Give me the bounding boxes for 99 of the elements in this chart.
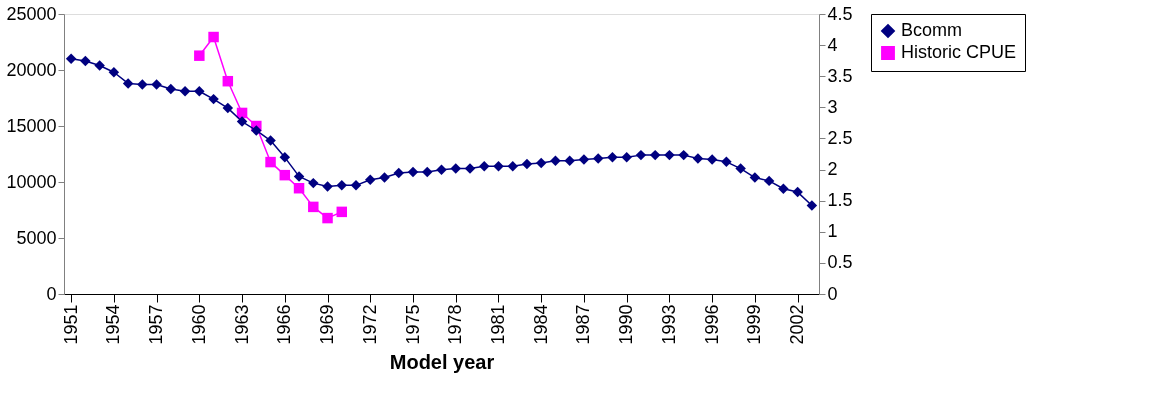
point (308, 177, 319, 189)
point (222, 102, 234, 114)
point (208, 31, 219, 43)
point (137, 79, 148, 90)
legend-label: Bcomm (901, 20, 963, 40)
y2-tick-label: 3 (827, 96, 838, 117)
point (692, 153, 704, 164)
point (80, 55, 91, 67)
legend-label: Historic CPUE (901, 42, 1017, 62)
x-tick-label: 1975 (402, 304, 423, 345)
x-tick-label: 1972 (359, 304, 380, 345)
point (478, 161, 490, 172)
point (279, 152, 291, 163)
point (336, 180, 348, 191)
x-tick-label: 2002 (787, 304, 808, 345)
point (635, 149, 647, 161)
point (194, 50, 205, 61)
point (122, 78, 134, 89)
point (365, 174, 376, 185)
y-tick-label: 10000 (6, 171, 57, 192)
point (721, 156, 732, 168)
y2-tick-label: 0 (827, 283, 838, 304)
point (94, 60, 105, 71)
point (393, 167, 405, 179)
y2-tick-label: 1.5 (827, 190, 853, 211)
point (507, 161, 518, 172)
point (649, 149, 661, 161)
point (265, 156, 276, 168)
point (208, 93, 219, 105)
x-tick-label: 1963 (231, 304, 252, 345)
point (550, 155, 561, 166)
x-tick-label: 1990 (616, 304, 637, 345)
point (706, 154, 718, 165)
x-tick-label: 1960 (188, 304, 209, 345)
point (464, 163, 476, 174)
point (151, 79, 162, 90)
x-tick-label: 1978 (445, 304, 466, 345)
point (336, 206, 348, 218)
point (65, 53, 77, 65)
x-tick-label: 1981 (487, 304, 508, 345)
point (564, 155, 575, 166)
point (763, 175, 775, 187)
point (578, 154, 590, 165)
point (194, 86, 205, 97)
point (251, 125, 262, 136)
x-tick-label: 1966 (274, 304, 295, 345)
point (222, 75, 234, 87)
point (535, 157, 547, 169)
point (293, 182, 305, 194)
x-tick-label: 1987 (573, 304, 594, 345)
point (493, 161, 504, 172)
y-tick-label: 20000 (6, 59, 57, 80)
point (265, 135, 276, 146)
y2-tick-label: 4.5 (827, 3, 853, 24)
point (179, 86, 191, 97)
point (108, 67, 120, 78)
point (664, 149, 675, 161)
point (407, 166, 419, 178)
x-tick-label: 1993 (658, 304, 679, 345)
point (322, 212, 333, 224)
y2-tick-label: 4 (827, 34, 838, 55)
point (621, 152, 632, 163)
point (749, 172, 761, 183)
x-axis-title: Model year (389, 350, 495, 373)
y-tick-label: 5000 (16, 227, 57, 248)
y2-tick-label: 2.5 (827, 127, 853, 148)
point (607, 152, 618, 163)
point (236, 116, 248, 127)
point (379, 172, 390, 183)
point (792, 186, 803, 198)
y-tick-label: 0 (46, 283, 57, 304)
x-tick-label: 1996 (701, 304, 722, 345)
y2-tick-label: 2 (827, 159, 838, 180)
x-tick-label: 1999 (744, 304, 765, 345)
y2-tick-label: 3.5 (827, 65, 853, 86)
y2-tick-label: 0.5 (827, 252, 853, 273)
point (293, 171, 305, 182)
point (279, 169, 291, 181)
point (778, 183, 789, 194)
point (308, 201, 319, 213)
y-tick-label: 15000 (6, 115, 57, 136)
y-tick-label: 25000 (6, 3, 57, 24)
x-tick-label: 1984 (530, 304, 551, 345)
point (422, 166, 433, 178)
point (450, 163, 461, 174)
point (592, 153, 604, 164)
point (350, 180, 362, 191)
point (436, 164, 447, 175)
x-tick-label: 1954 (103, 304, 124, 345)
point (678, 149, 689, 161)
point (521, 158, 533, 170)
point (165, 83, 177, 95)
point (806, 200, 818, 211)
x-tick-label: 1957 (146, 304, 167, 345)
point (322, 181, 333, 192)
y2-tick-label: 1 (827, 221, 838, 242)
point (735, 163, 746, 174)
x-tick-label: 1969 (317, 304, 338, 345)
x-tick-label: 1951 (60, 304, 81, 345)
